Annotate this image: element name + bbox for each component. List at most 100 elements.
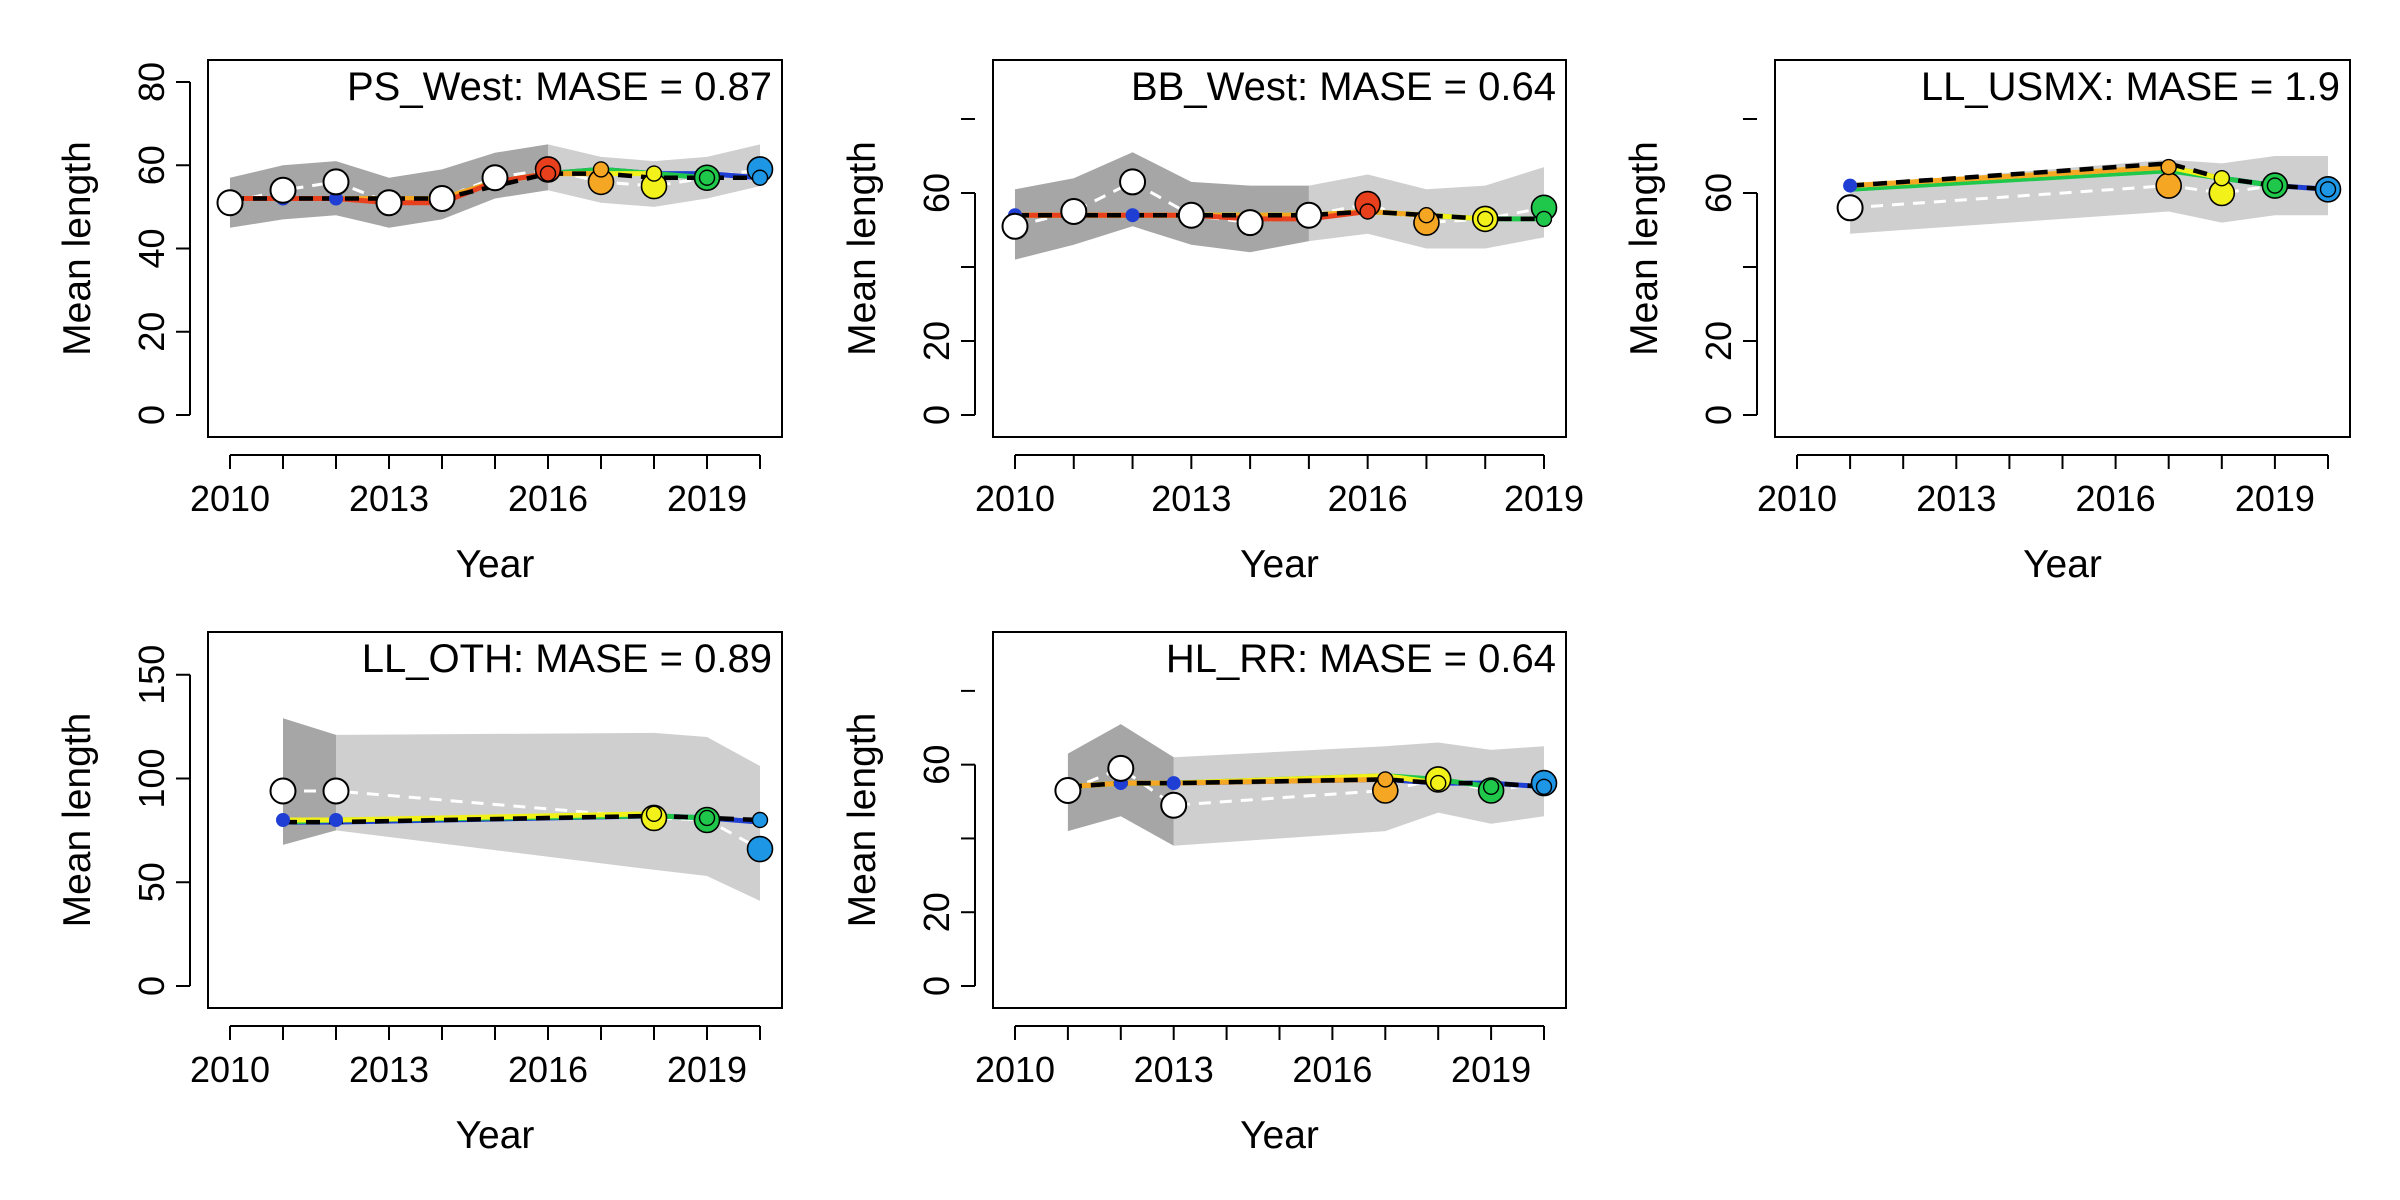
observed-point [1107,754,1135,782]
panel-title: LL_USMX: MASE = 1.9 [1921,65,2340,109]
x-tick-label: 2016 [508,1049,588,1090]
observed-point [269,777,297,805]
prediction-fitted-point-2019 [698,809,716,827]
y-tick-label: 100 [131,748,172,808]
observed-point [269,176,297,204]
fitted-point [1125,208,1140,223]
fitted-point [276,813,290,827]
fitted-point [329,813,343,827]
x-tick-label: 2016 [1328,478,1408,519]
y-axis-title: Mean length [56,141,99,356]
fitted-point [1843,178,1858,193]
y-axis-title: Mean length [841,141,884,356]
y-tick-label: 80 [131,62,172,102]
prediction-fitted-point-2020 [1535,778,1553,795]
panel-title: BB_West: MASE = 0.64 [1131,65,1556,109]
panel-title: LL_OTH: MASE = 0.89 [362,637,772,681]
x-axis-title: Year [456,543,535,586]
prediction-band-dark [283,718,336,845]
x-tick-label: 2019 [1504,478,1584,519]
y-tick-label: 60 [131,145,172,185]
x-tick-label: 2016 [1292,1049,1372,1090]
x-axis-title: Year [1240,1114,1319,1157]
observed-point [1119,168,1147,196]
prediction-fitted-point-2017 [1377,771,1394,788]
prediction-observed-point-2020 [746,835,774,863]
fitted-point [1166,776,1181,791]
x-axis-title: Year [1240,543,1319,586]
panel-title: PS_West: MASE = 0.87 [347,65,772,109]
prediction-fitted-point-2018 [2213,169,2231,187]
prediction-fitted-point-2019 [698,169,716,186]
observed-point [322,168,350,196]
observed-point [1236,209,1264,237]
x-tick-label: 2010 [190,1049,270,1090]
observed-point [1295,201,1323,229]
panel-1: 2010 2013 2016 2019 0 20 40 60 80 Year Mean length… [56,59,783,586]
prediction-band-light [1173,742,1544,846]
prediction-fitted-point-2016 [1359,203,1376,220]
panel-title: HL_RR: MASE = 0.64 [1166,637,1556,681]
y-tick-label: 0 [916,976,957,996]
observed-dashed-line [283,789,761,851]
observed-point [322,777,350,805]
y-tick-label: 40 [131,228,172,268]
y-tick-label: 20 [1698,321,1739,361]
y-tick-label: 20 [131,312,172,352]
x-tick-label: 2010 [975,478,1055,519]
plot-frame [992,59,1567,438]
prediction-fitted-point-2020 [751,811,769,829]
x-axis-title: Year [2023,543,2102,586]
x-tick-label: 2010 [1757,478,1837,519]
prediction-fitted-point-2016 [539,165,557,182]
observed-point [1060,198,1088,225]
panel-2: 2010 2013 2016 2019 0 20 60 Year Mean length BB_W… [841,59,1584,586]
plot-frame [207,59,783,438]
x-tick-label: 2019 [1451,1049,1531,1090]
x-tick-label: 2013 [1916,478,1996,519]
y-tick-label: 60 [916,745,957,785]
x-tick-label: 2019 [667,478,747,519]
observed-point [1836,194,1864,222]
x-tick-label: 2013 [1151,478,1231,519]
observed-point [1160,791,1188,819]
x-tick-label: 2016 [508,478,588,519]
prediction-fitted-point-2018 [645,805,663,822]
prediction-band-dark [1015,152,1309,260]
x-axis-title: Year [456,1114,535,1157]
y-tick-label: 60 [1698,173,1739,213]
panel-5: 2010 2013 2016 2019 0 20 60 Year Mean length HL_R… [841,631,1567,1157]
x-tick-label: 2010 [190,478,270,519]
y-axis-title: Mean length [841,713,884,928]
y-tick-label: 20 [916,321,957,361]
observed-point [481,164,509,192]
x-tick-label: 2013 [349,1049,429,1090]
x-tick-label: 2013 [1134,1049,1214,1090]
prediction-fitted-point-2020 [2319,181,2337,198]
y-tick-label: 60 [916,173,957,213]
prediction-fitted-point-2019 [1482,778,1500,795]
observed-point [216,189,244,217]
prediction-fitted-point-2020 [751,169,769,186]
observed-point [1177,201,1205,229]
y-tick-label: 0 [916,405,957,425]
fitted-point [329,191,343,206]
prediction-fitted-point-2018 [1429,774,1447,792]
y-tick-label: 50 [131,862,172,902]
prediction-fitted-point-2018 [1477,210,1494,228]
reference-fit-dashed-line [1015,209,1544,222]
plot-frame [992,631,1567,1009]
panel-4: 2010 2013 2016 2019 0 50 100 150 Year Mean length… [56,631,783,1157]
prediction-fitted-point-2017 [1418,206,1435,224]
observed-point [1001,212,1029,240]
y-tick-label: 20 [916,892,957,932]
x-tick-label: 2019 [667,1049,747,1090]
observed-point [375,189,403,217]
y-tick-label: 0 [131,976,172,996]
y-tick-label: 150 [131,645,172,705]
prediction-fitted-point-2017 [592,161,610,178]
x-tick-label: 2019 [2235,478,2315,519]
observed-point [1054,776,1082,804]
plot-frame [207,631,783,1009]
